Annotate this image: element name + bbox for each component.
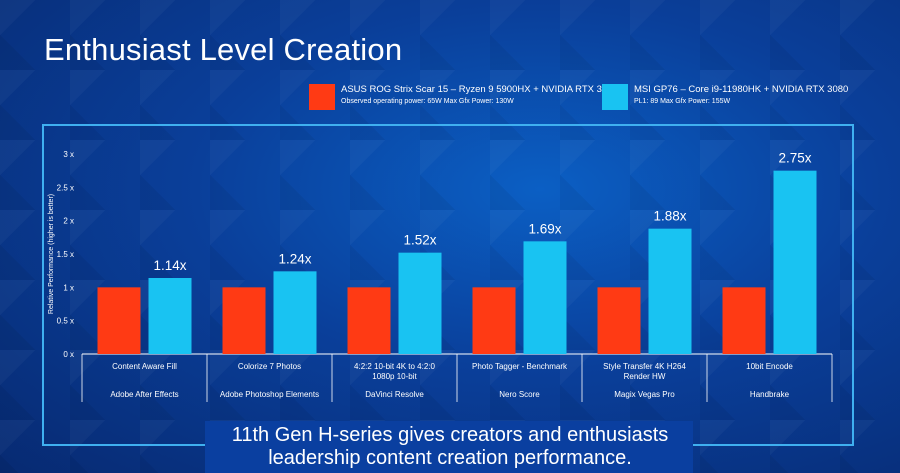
slide-title: Enthusiast Level Creation: [44, 32, 403, 67]
y-tick-label: 1 x: [63, 283, 74, 292]
legend-label-msi: MSI GP76 – Core i9-11980HK + NVIDIA RTX …: [634, 84, 849, 95]
bar-series-1: [97, 287, 141, 354]
category-test-label: Content Aware Fill: [112, 362, 177, 371]
data-label: 2.75x: [778, 151, 811, 166]
category-test-label: Style Transfer 4K H264 Render HW: [603, 362, 686, 381]
y-tick-label: 3 x: [63, 150, 74, 159]
bar-series-1: [472, 287, 516, 354]
caption-line-1: 11th Gen H-series gives creators and ent…: [231, 424, 669, 446]
bar-series-1: [347, 287, 391, 354]
legend-item-msi: MSI GP76 – Core i9-11980HK + NVIDIA RTX …: [602, 84, 848, 110]
bar-series-1: [722, 287, 766, 354]
caption-line-2: leadership content creation performance.: [268, 447, 632, 469]
y-tick-label: 0 x: [63, 350, 74, 359]
legend-swatch-asus: [309, 84, 335, 110]
data-label: 1.14x: [153, 258, 186, 273]
category-app-label: Adobe After Effects: [110, 390, 178, 399]
category-test-label: Photo Tagger - Benchmark: [472, 362, 568, 371]
category-app-label: Handbrake: [750, 390, 790, 399]
bar-series-2: [148, 278, 192, 354]
slide-caption: 11th Gen H-series gives creators and ent…: [0, 424, 900, 470]
category-test-label: Colorize 7 Photos: [238, 362, 301, 371]
data-label: 1.24x: [278, 251, 311, 266]
category-app-label: DaVinci Resolve: [365, 390, 424, 399]
category-app-label: Adobe Photoshop Elements: [220, 390, 319, 399]
legend-label-asus: ASUS ROG Strix Scar 15 – Ryzen 9 5900HX …: [341, 84, 618, 95]
bar-series-2: [773, 170, 817, 354]
bar-series-1: [597, 287, 641, 354]
category-test-label: 4:2:2 10-bit 4K to 4:2:0 1080p 10-bit: [354, 362, 435, 381]
bar-series-2: [398, 252, 442, 354]
data-label: 1.69x: [528, 221, 561, 236]
legend-item-asus: ASUS ROG Strix Scar 15 – Ryzen 9 5900HX …: [309, 84, 618, 110]
bar-series-1: [222, 287, 266, 354]
legend-note-asus: Observed operating power: 65W Max Gfx Po…: [341, 98, 514, 105]
category-test-label: 10bit Encode: [746, 362, 793, 371]
caption-background: [205, 421, 693, 473]
y-tick-label: 2 x: [63, 217, 74, 226]
y-tick-label: 0.5 x: [57, 317, 74, 326]
y-tick-label: 2.5 x: [57, 183, 74, 192]
y-tick-label: 1.5 x: [57, 250, 74, 259]
y-axis-label: Relative Performance (higher is better): [48, 194, 55, 314]
data-label: 1.88x: [653, 209, 686, 224]
legend-swatch-msi: [602, 84, 628, 110]
bar-series-2: [523, 241, 567, 354]
bar-series-2: [648, 228, 692, 354]
category-app-label: Nero Score: [499, 390, 540, 399]
category-app-label: Magix Vegas Pro: [614, 390, 675, 399]
legend-note-msi: PL1: 89 Max Gfx Power: 155W: [634, 98, 731, 105]
data-label: 1.52x: [403, 233, 436, 248]
bar-series-2: [273, 271, 317, 354]
